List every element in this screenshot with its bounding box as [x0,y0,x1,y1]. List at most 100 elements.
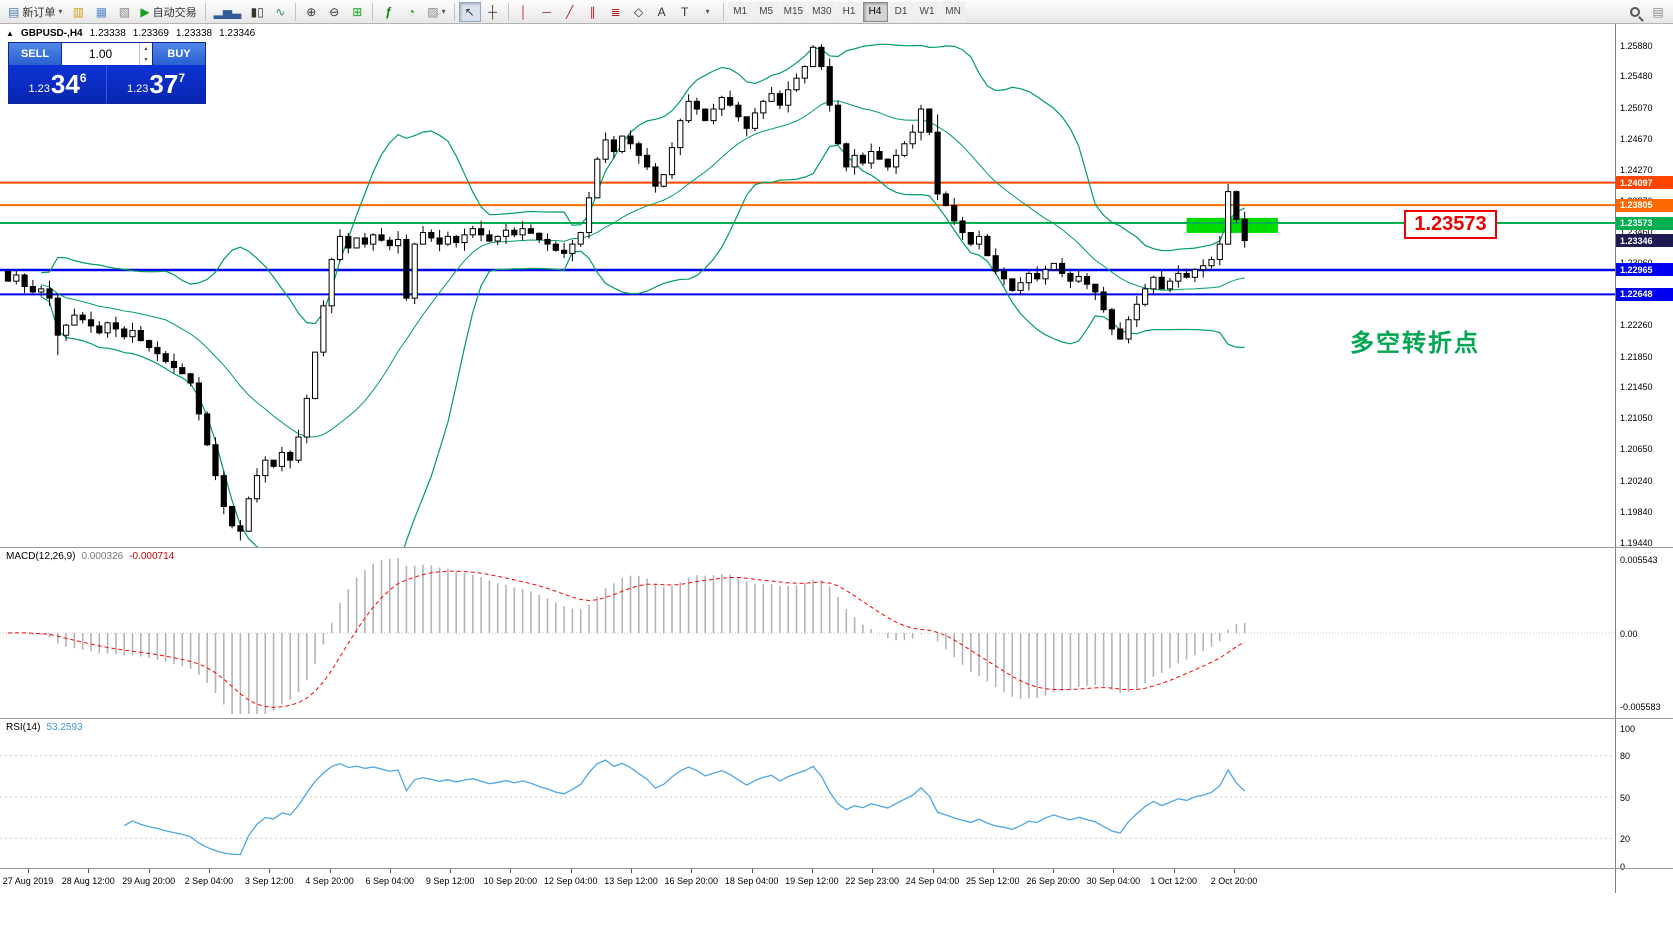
macd-name: MACD(12,26,9) [6,551,76,562]
channel-button[interactable]: ∥ [582,2,604,22]
zoom-in-button[interactable]: ⊕ [300,2,322,22]
timeframe-m5-button[interactable]: M5 [753,1,779,22]
collapse-trade-panel-icon[interactable]: ▲ [6,29,14,38]
panel-splitter [0,868,1673,869]
timeframe-h1-button[interactable]: H1 [836,1,862,22]
timeframe-w1-button[interactable]: W1 [914,1,940,22]
time-axis-tick [389,869,391,873]
time-axis-tick [88,869,90,873]
highlight-rectangle[interactable] [1186,217,1278,233]
price-tick-label: 1.21850 [1620,351,1653,362]
bar-chart-button[interactable]: ▂▅▃ [210,2,246,22]
volume-input[interactable]: 1.00 [88,47,113,61]
shapes-icon: ◇ [634,4,644,19]
candle-chart-button[interactable]: ▮▯ [246,2,268,22]
text-icon: A [657,4,666,19]
horizontal-line-button[interactable]: ─ [536,2,558,22]
sell-price[interactable]: 1.23 34 6 [9,65,107,103]
arrows-button[interactable]: ▾ [697,2,719,22]
sell-button[interactable]: SELL [9,43,61,65]
fibonacci-button[interactable]: ≣ [605,2,627,22]
price-tick-label: 1.20240 [1620,475,1653,486]
price-badge[interactable]: 1.23573 [1616,216,1673,230]
time-axis-label: 29 Aug 20:00 [122,876,176,886]
line-chart-button[interactable]: ∿ [269,2,291,22]
price-badge[interactable]: 1.23346 [1616,234,1673,248]
fibonacci-icon: ≣ [610,4,621,19]
time-axis-label: 16 Sep 20:00 [664,876,719,886]
auto-trading-label: 自动交易 [152,6,197,19]
toolbar-separator [453,2,455,21]
buy-button[interactable]: BUY [153,43,205,65]
time-axis-label: 28 Aug 12:00 [61,876,115,886]
rsi-tick-label: 100 [1620,723,1636,734]
cursor-button[interactable]: ↖ [458,1,481,22]
time-axis-label: 18 Sep 04:00 [724,876,779,886]
tile-windows-icon: ⊞ [352,4,363,19]
ohlc-open: 1.23338 [89,28,126,39]
new-order-button[interactable]: ▤ 新订单 ▾ [4,2,66,22]
toolbar-separator [204,2,206,21]
panel-splitter[interactable] [0,718,1673,719]
price-badge[interactable]: 1.22648 [1616,287,1673,301]
line-chart-icon: ∿ [275,4,286,19]
toolbar-separator [722,2,724,21]
timeframe-d1-button[interactable]: D1 [888,1,914,22]
time-axis-tick [450,869,452,873]
price-tick-label: 1.25070 [1620,103,1653,113]
macd-histogram [15,557,1246,714]
templates-button[interactable]: ▨ ▾ [423,2,449,22]
new-order-icon: ▤ [8,4,20,19]
zoom-out-icon: ⊖ [329,4,340,19]
chart-list-button[interactable]: ▤ [1647,2,1669,22]
buy-price-pipette: 7 [178,71,186,85]
time-axis-label: 2 Sep 04:00 [184,876,234,886]
panel-splitter[interactable] [0,547,1673,548]
vertical-line-button[interactable]: │ [513,2,535,22]
price-badge[interactable]: 1.22965 [1616,263,1673,277]
sell-price-big: 34 [50,69,80,99]
price-chart-canvas[interactable] [0,24,1615,547]
tile-windows-button[interactable]: ⊞ [346,2,368,22]
data-window-button[interactable]: ▦ [90,2,112,22]
price-tick-label: 1.21050 [1620,413,1653,424]
timeframe-h4-button[interactable]: H4 [862,1,888,22]
timeframe-mn-button[interactable]: MN [940,1,966,22]
timeframe-m30-button[interactable]: M30 [808,1,836,22]
price-tick-label: 1.23060 [1620,258,1653,268]
shapes-button[interactable]: ◇ [628,2,650,22]
trendline-button[interactable]: ╱ [559,2,581,22]
candlesticks [4,44,1248,541]
auto-trading-button[interactable]: ▶ 自动交易 [136,2,200,22]
time-axis-tick [1053,869,1055,873]
text-button[interactable]: A [651,2,673,22]
horizontal-level-lines[interactable] [0,181,1615,296]
price-tick-label: 1.19440 [1620,537,1653,548]
navigator-button[interactable]: ▧ [113,2,135,22]
spin-down-icon[interactable]: ▾ [144,57,148,63]
periods-button[interactable]: ◔ [400,2,422,22]
timeframe-m1-button[interactable]: M1 [727,1,753,22]
rsi-panel-canvas[interactable] [0,719,1615,868]
price-badge[interactable]: 1.24097 [1616,176,1673,190]
time-axis-tick [751,869,753,873]
spin-up-icon[interactable]: ▴ [144,46,148,52]
crosshair-button[interactable]: ┼ [482,2,504,22]
time-axis-tick [1113,869,1115,873]
chevron-down-icon: ▾ [705,7,710,16]
indicators-button[interactable]: ƒ [377,2,399,22]
ohlc-low: 1.23338 [175,28,213,39]
buy-price[interactable]: 1.23 37 7 [107,65,205,103]
macd-indicator-label: MACD(12,26,9) 0.000326 -0.000714 [6,551,174,562]
buy-price-big: 37 [149,69,179,99]
text-label-button[interactable]: T [674,2,696,22]
price-callout-box[interactable]: 1.23573 [1404,210,1497,239]
price-badge[interactable]: 1.23805 [1616,198,1673,212]
macd-panel-canvas[interactable] [0,548,1615,718]
timeframe-m15-button[interactable]: M15 [779,1,808,22]
market-watch-button[interactable]: ▥ [67,2,89,22]
zoom-out-button[interactable]: ⊖ [323,2,345,22]
time-axis-tick [691,869,693,873]
time-axis-tick [872,869,874,873]
search-button[interactable] [1624,2,1646,22]
